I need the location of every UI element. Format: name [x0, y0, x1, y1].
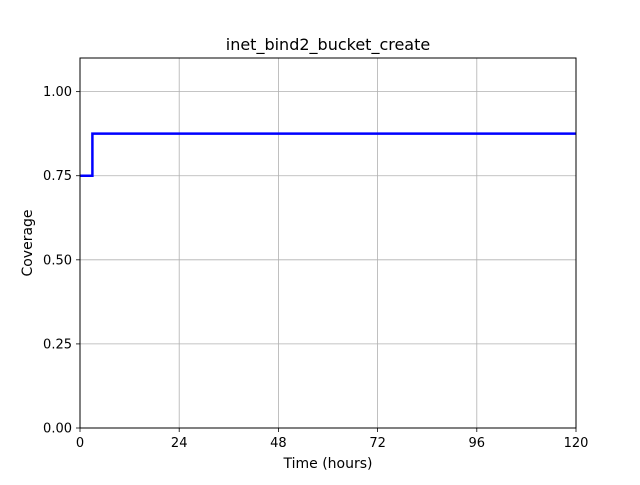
axis-ticks: 0 24 48 72 96 120 0.00 0.25 0.50 0.75 1.00 — [43, 85, 588, 451]
coverage-series-line — [80, 132, 576, 177]
y-tick-label: 0.25 — [43, 337, 72, 352]
y-tick-label: 1.00 — [43, 85, 72, 100]
x-axis-label: Time (hours) — [283, 456, 373, 472]
y-axis-label: Coverage — [20, 209, 36, 276]
series-layer — [80, 132, 576, 177]
plot-area — [80, 58, 576, 428]
chart-title: inet_bind2_bucket_create — [226, 35, 430, 55]
y-tick-label: 0.00 — [43, 422, 72, 437]
x-tick-label: 0 — [76, 436, 84, 451]
x-tick-label: 72 — [369, 436, 386, 451]
plot-frame — [79, 57, 577, 429]
x-tick-label: 120 — [564, 436, 589, 451]
y-tick-label: 0.75 — [43, 169, 72, 184]
x-tick-label: 48 — [270, 436, 287, 451]
x-tick-label: 96 — [469, 436, 486, 451]
grid-lines — [79, 58, 577, 429]
x-tick-label: 24 — [171, 436, 188, 451]
y-tick-label: 0.50 — [43, 253, 72, 268]
